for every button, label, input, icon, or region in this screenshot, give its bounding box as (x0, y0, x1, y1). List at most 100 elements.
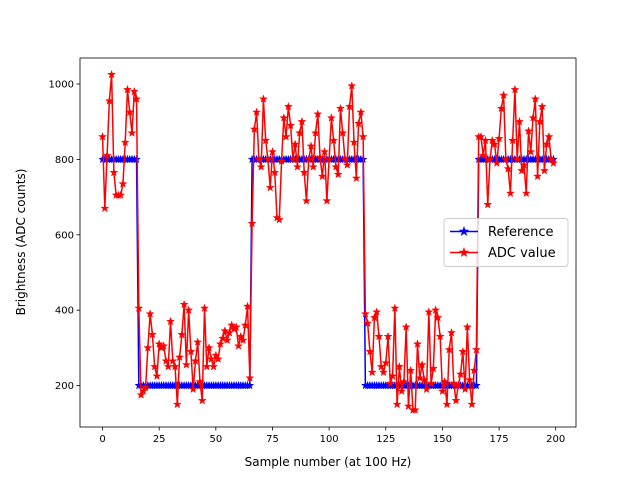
point-marker (503, 164, 513, 173)
point-marker (231, 322, 241, 331)
x-tick-label: 125 (376, 434, 395, 445)
point-marker (141, 382, 151, 392)
point-marker (177, 329, 187, 339)
point-marker (485, 154, 495, 164)
point-marker (258, 94, 268, 103)
legend-box (443, 218, 569, 267)
point-marker (492, 158, 502, 168)
point-marker (426, 378, 436, 388)
point-marker (499, 90, 509, 100)
point-marker (249, 124, 259, 134)
point-marker (344, 101, 355, 111)
point-marker (313, 109, 323, 119)
point-marker (347, 81, 357, 90)
point-marker (243, 301, 253, 311)
point-marker (537, 101, 547, 111)
point-marker (399, 377, 409, 386)
x-tick-label: 50 (209, 434, 222, 445)
point-marker (542, 139, 552, 149)
point-marker (340, 154, 350, 164)
point-marker (240, 320, 250, 330)
point-marker (184, 305, 194, 315)
point-marker (168, 356, 178, 365)
point-marker (236, 331, 246, 341)
point-marker (363, 318, 373, 328)
point-marker (247, 218, 257, 228)
point-marker (372, 307, 382, 316)
x-tick-label: 25 (153, 434, 166, 445)
point-marker (129, 86, 139, 96)
point-marker (222, 335, 232, 345)
point-marker (159, 341, 169, 350)
point-marker (120, 137, 130, 147)
point-marker (147, 329, 157, 339)
point-marker (378, 367, 389, 377)
y-tick-label: 200 (55, 381, 74, 392)
point-marker (440, 377, 450, 386)
point-marker (245, 380, 255, 390)
point-marker (526, 147, 536, 156)
point-marker (442, 399, 452, 409)
point-marker (317, 171, 327, 181)
x-tick-label: 150 (433, 434, 452, 445)
point-marker (190, 356, 200, 365)
legend-label: ADC value (488, 246, 556, 261)
point-marker (145, 309, 155, 318)
point-marker (435, 331, 445, 341)
point-marker (412, 339, 423, 348)
point-marker (233, 341, 244, 350)
point-marker (102, 150, 112, 160)
point-marker (304, 154, 314, 164)
point-marker (311, 128, 321, 137)
point-marker (394, 361, 404, 371)
point-marker (335, 103, 345, 113)
point-marker (508, 135, 518, 145)
point-marker (193, 337, 203, 347)
point-marker (469, 365, 479, 375)
point-marker (324, 154, 334, 164)
point-marker (381, 358, 391, 367)
point-marker (519, 160, 529, 169)
point-marker (301, 196, 312, 205)
point-marker (351, 173, 361, 183)
point-marker (548, 158, 558, 168)
point-marker (125, 107, 135, 117)
point-marker (209, 361, 219, 371)
point-marker (320, 147, 330, 156)
point-marker (279, 113, 289, 122)
point-marker (134, 303, 144, 313)
point-marker (256, 162, 266, 171)
point-marker (465, 375, 475, 384)
point-marker (392, 399, 402, 409)
series-line (101, 74, 555, 411)
point-marker (175, 352, 185, 362)
point-marker (118, 179, 128, 188)
point-marker (349, 137, 359, 147)
point-marker (521, 188, 531, 198)
point-marker (288, 154, 298, 164)
point-marker (467, 399, 477, 409)
point-marker (252, 107, 262, 117)
point-marker (422, 384, 432, 394)
point-marker (215, 339, 225, 348)
y-tick-label: 800 (55, 155, 74, 166)
y-tick-label: 1000 (49, 80, 74, 91)
point-marker (533, 171, 543, 181)
point-marker (122, 84, 132, 94)
point-marker (431, 305, 441, 315)
point-marker (388, 371, 398, 380)
point-marker (546, 154, 556, 164)
point-marker (270, 167, 280, 177)
point-marker (478, 150, 488, 160)
point-marker (367, 367, 377, 377)
point-marker (487, 135, 497, 145)
point-marker (524, 126, 534, 135)
point-marker (460, 384, 470, 394)
point-marker (227, 320, 237, 330)
point-marker (150, 361, 160, 371)
point-marker (197, 395, 207, 405)
point-marker (267, 147, 278, 156)
y-tick-label: 400 (55, 306, 74, 317)
point-marker (283, 101, 293, 111)
x-tick-label: 0 (99, 434, 105, 445)
